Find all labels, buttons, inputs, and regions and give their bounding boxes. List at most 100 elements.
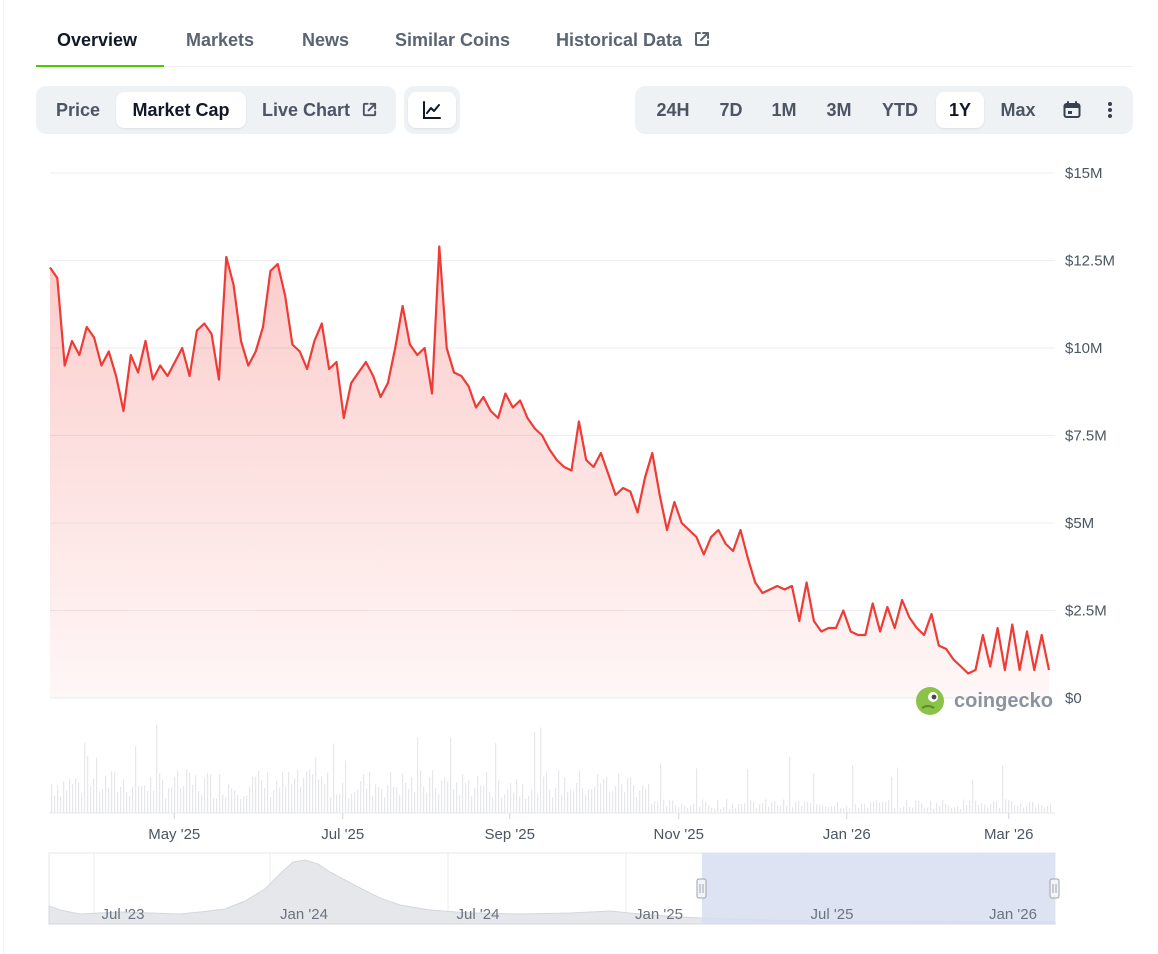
volume-bar [147,791,149,813]
volume-bar [897,767,899,813]
range-1y[interactable]: 1Y [936,92,984,128]
volume-bar [768,806,770,813]
range-7d[interactable]: 7D [719,100,743,120]
volume-bar [678,807,680,813]
volume-bar [1005,799,1007,813]
volume-bar [90,786,92,813]
volume-bar [468,780,470,813]
range-1m[interactable]: 1M [771,100,797,120]
volume-bar [303,777,305,813]
tab-news[interactable]: News [302,30,350,50]
volume-bar [399,795,401,813]
volume-bar [549,789,551,813]
volume-bar [927,807,929,813]
navigator-tick-label: Jul '24 [457,906,500,923]
volume-bar [492,797,494,813]
volume-bar [936,802,938,813]
chart-type-toggle [404,86,460,134]
calendar-button[interactable] [1053,92,1091,128]
volume-bar [372,796,374,813]
volume-bar [180,788,182,813]
volume-bar [801,806,803,813]
volume-bar [1032,801,1034,813]
volume-bar [78,782,80,813]
x-tick-label: Nov '25 [654,826,704,843]
volume-bar [447,781,449,813]
volume-bar [843,808,845,813]
volume-bar [534,732,536,813]
range-3m[interactable]: 3M [826,100,852,120]
volume-bar [438,794,440,813]
range-max[interactable]: Max [1000,100,1036,120]
volume-bar [231,788,233,813]
coingecko-watermark: coingecko [916,687,1053,715]
tab-markets[interactable]: Markets [186,30,255,50]
volume-bar [777,805,779,813]
volume-bar [135,746,137,813]
watermark-text: coingecko [954,690,1053,712]
volume-bar [1011,801,1013,813]
volume-bar [204,778,206,813]
volume-bar [159,773,161,813]
volume-bar [813,773,815,813]
volume-bar [186,769,188,813]
price-option[interactable]: Price [55,100,101,120]
volume-bar [318,779,320,813]
volume-bar [315,757,317,813]
volume-bar [402,773,404,813]
volume-bar [375,784,377,813]
volume-bar [174,776,176,813]
volume-bar [225,797,227,813]
volume-bar [759,803,761,813]
volume-bar [87,755,89,813]
volume-bar [450,737,452,813]
volume-bar [237,794,239,813]
volume-bar [675,805,677,813]
volume-bar [594,786,596,813]
volume-bar [288,772,290,813]
navigator-left-handle[interactable] [696,878,707,899]
navigator-tick-label: Jan '26 [989,906,1037,923]
volume-bar [342,783,344,813]
navigator-selection[interactable] [702,853,1055,924]
volume-bar [579,770,581,813]
volume-bar [1017,805,1019,813]
volume-bar [282,771,284,813]
line-chart-button[interactable] [408,92,456,128]
volume-bar [93,778,95,813]
volume-bar [969,800,971,813]
volume-bar [441,780,443,813]
volume-bar [786,805,788,813]
range-ytd[interactable]: YTD [882,100,918,120]
tab-similar-coins[interactable]: Similar Coins [395,30,511,50]
more-options-button[interactable] [1093,92,1127,128]
volume-bar [522,784,524,813]
y-tick-label: $2.5M [1065,603,1107,620]
range-navigator[interactable]: Jul '23 Jan '24 Jul '24 Jan '25 Jul '25 Jan '… [48,852,1060,925]
y-tick-label: $10M [1065,340,1103,357]
market-cap-option[interactable]: Market Cap [116,92,246,128]
range-24h[interactable]: 24H [656,100,690,120]
volume-bar [696,768,698,813]
volume-bar [255,776,257,813]
volume-bar [423,786,425,813]
navigator-right-handle[interactable] [1049,878,1060,899]
volume-bar [216,798,218,813]
volume-bar [324,783,326,813]
volume-bar [630,777,632,813]
volume-bar [51,784,53,813]
tab-historical-data[interactable]: Historical Data [556,0,711,67]
volume-bar [816,804,818,813]
volume-bar [300,786,302,813]
tab-overview[interactable]: Overview [57,30,138,50]
volume-bar [1041,804,1043,813]
volume-bar [765,799,767,813]
volume-bar [501,797,503,813]
metric-toggle: Price Market Cap Live Chart [36,86,396,134]
volume-bar [69,779,71,813]
volume-bar [351,793,353,813]
volume-bar [975,800,977,813]
live-chart-option[interactable]: Live Chart [250,92,390,128]
volume-bar [1047,806,1049,813]
